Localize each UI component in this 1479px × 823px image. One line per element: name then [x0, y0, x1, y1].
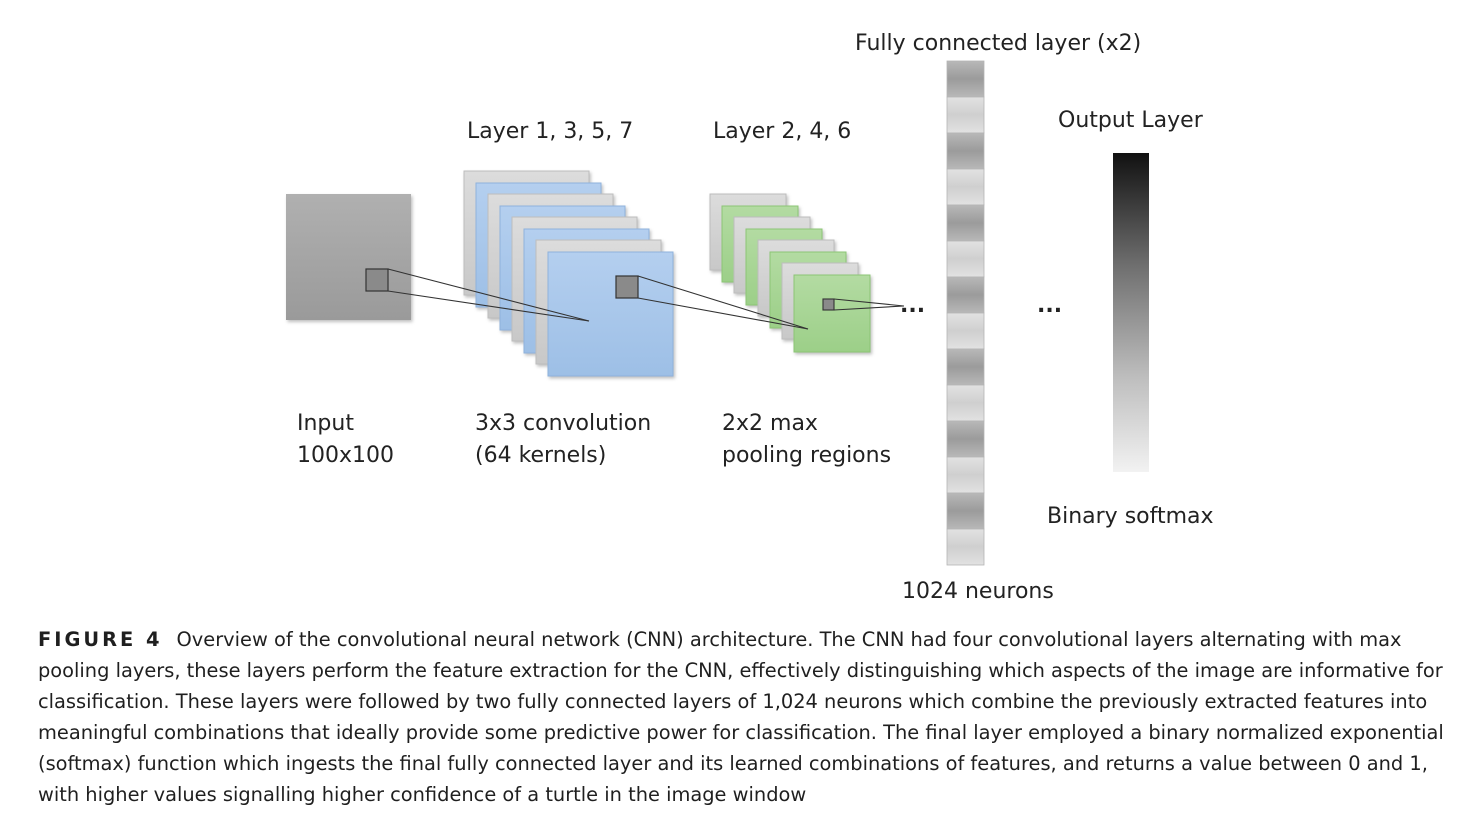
pooling-layer-stack: [709, 193, 871, 353]
pool-label-line1: 2x2 max: [722, 411, 818, 436]
fc-neuron-cell: [946, 168, 985, 206]
convolution-layer-stack: [463, 170, 674, 377]
conv-layers-label: Layer 1, 3, 5, 7: [467, 119, 633, 144]
conv-label-line2: (64 kernels): [475, 443, 606, 468]
fc-neuron-cell: [946, 384, 985, 422]
fc-neuron-cell: [946, 240, 985, 278]
pool-label-line2: pooling regions: [722, 443, 891, 468]
projection-lines-pool-to-fc: [833, 298, 905, 311]
fc-neuron-cell: [946, 312, 985, 350]
figure-label: FIGURE 4: [38, 628, 163, 651]
fc-neuron-cell: [946, 348, 985, 386]
fc-neuron-cell: [946, 456, 985, 494]
neurons-label: 1024 neurons: [902, 579, 1054, 604]
fc-neuron-cell: [946, 132, 985, 170]
conv-receptive-field: [615, 275, 639, 299]
figure-caption: FIGURE 4 Overview of the convolutional ne…: [38, 624, 1448, 810]
conv-label-line1: 3x3 convolution: [475, 411, 651, 436]
input-label-line2: 100x100: [297, 443, 394, 468]
projection-lines-input-to-conv: [387, 268, 590, 322]
fc-neuron-cell: [946, 60, 985, 98]
fc-neuron-cell: [946, 420, 985, 458]
pool-receptive-field: [822, 298, 835, 311]
ellipsis-after-fc: ...: [1037, 293, 1062, 318]
ellipsis-after-pool: ...: [900, 293, 925, 318]
input-image: [286, 194, 411, 320]
cnn-architecture-diagram: Fully connected layer (x2) Output Layer …: [286, 31, 1214, 604]
fully-connected-label: Fully connected layer (x2): [855, 31, 1141, 56]
softmax-label: Binary softmax: [1047, 504, 1214, 529]
fc-neuron-cell: [946, 96, 985, 134]
input-label-line1: Input: [297, 411, 354, 436]
projection-lines-conv-to-pool: [637, 275, 809, 330]
softmax-gradient-bar: [1113, 153, 1149, 472]
fc-neuron-cell: [946, 492, 985, 530]
caption-text: Overview of the convolutional neural net…: [38, 628, 1444, 806]
fully-connected-column: [946, 60, 985, 566]
fc-neuron-cell: [946, 528, 985, 566]
pool-layers-label: Layer 2, 4, 6: [713, 119, 851, 144]
fc-neuron-cell: [946, 204, 985, 242]
input-receptive-field: [365, 268, 389, 292]
output-layer-label: Output Layer: [1058, 108, 1204, 133]
fc-neuron-cell: [946, 276, 985, 314]
